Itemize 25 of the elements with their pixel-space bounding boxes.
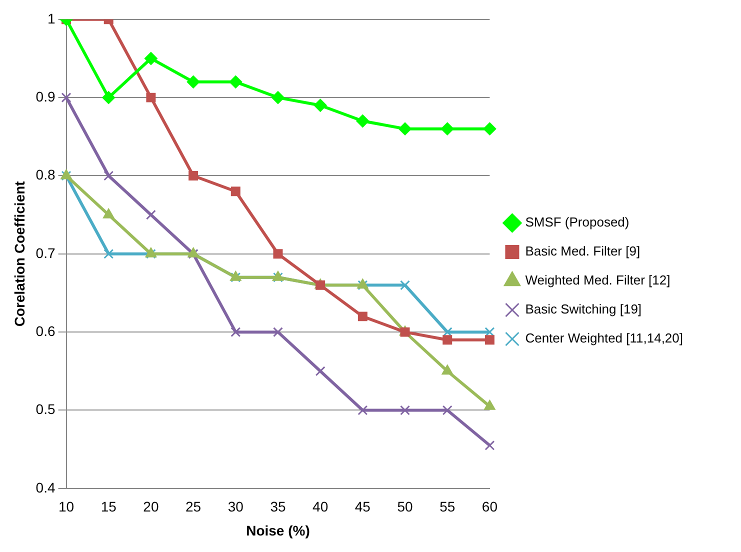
legend-label: SMSF (Proposed) (525, 214, 630, 230)
x-tick-label: 50 (397, 498, 414, 515)
x-axis-title: Noise (%) (246, 522, 310, 538)
legend-label: Center Weighted [11,14,20] (525, 330, 684, 346)
y-tick-label: 0.7 (36, 244, 56, 261)
y-tick-label: 0.5 (36, 401, 56, 418)
x-tick-label: 60 (482, 498, 498, 515)
x-tick-label: 45 (354, 498, 371, 515)
y-tick-label: 1 (47, 10, 56, 26)
legend-label: Weighted Med. Filter [12] (525, 272, 670, 288)
y-tick-label: 0.6 (36, 322, 56, 339)
x-tick-label: 20 (143, 498, 159, 515)
legend-label: Basic Med. Filter [9] (525, 244, 640, 259)
x-tick-label: 30 (228, 498, 244, 515)
x-tick-label: 10 (58, 498, 74, 515)
x-tick-label: 40 (312, 498, 328, 515)
x-tick-label: 15 (100, 498, 117, 515)
x-tick-label: 35 (270, 498, 286, 515)
x-tick-label: 25 (186, 498, 202, 515)
x-tick-label: 55 (440, 498, 456, 515)
y-tick-label: 0.9 (36, 88, 56, 104)
y-axis-title: Corelation Coefficient (11, 180, 28, 327)
y-tick-label: 0.4 (36, 479, 56, 496)
legend-label: Basic Switching [19] (525, 302, 642, 317)
y-tick-label: 0.8 (36, 166, 56, 183)
